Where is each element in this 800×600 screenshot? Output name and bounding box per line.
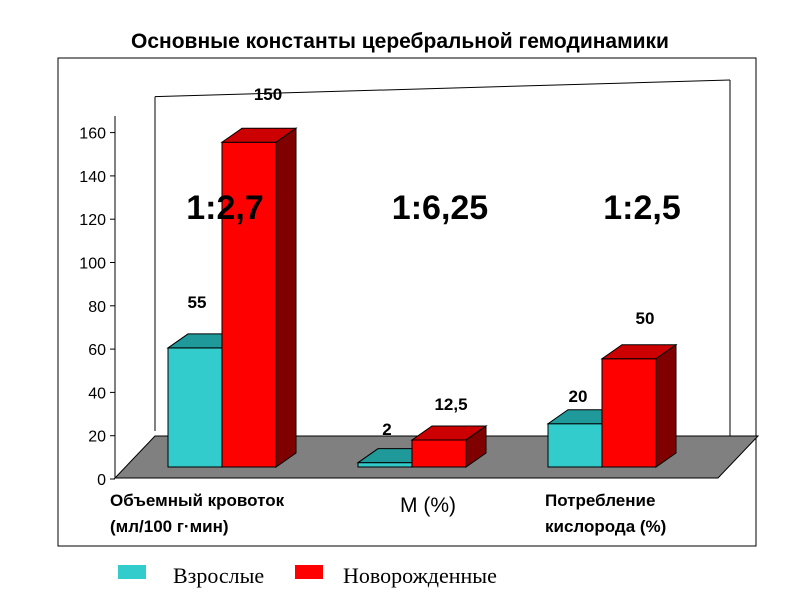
legend-swatch-newborn	[295, 565, 323, 579]
category-label: кислорода (%)	[545, 517, 666, 536]
y-tick-label: 120	[79, 212, 106, 229]
y-tick-label: 20	[88, 429, 106, 446]
chart-frame	[57, 57, 757, 547]
ratio-annotation: 1:2,7	[186, 189, 264, 227]
bar-newborn-side	[655, 343, 677, 468]
bar-adult-face	[167, 347, 223, 468]
bar-adult-face	[547, 423, 603, 468]
legend-label-adult: Взрослые	[173, 563, 264, 588]
ratio-annotation: 1:6,25	[392, 189, 488, 227]
y-tick-label: 80	[88, 299, 106, 316]
data-label-newborn: 150	[254, 85, 282, 104]
chart-title: Основные константы церебральной гемодина…	[131, 30, 669, 53]
category-label: Объемный кровоток	[110, 491, 285, 510]
bar-newborn-face	[601, 358, 657, 468]
bar-newborn-face	[411, 439, 467, 468]
bar-newborn-side	[465, 424, 487, 468]
legend: Взрослые Новорожденные	[118, 563, 497, 588]
bar-newborn-face	[221, 141, 277, 468]
y-tick-label: 160	[79, 126, 106, 143]
data-label-newborn: 50	[636, 309, 655, 328]
y-tick-label: 60	[88, 342, 106, 359]
legend-swatch-adult	[118, 565, 146, 579]
ratio-annotation: 1:2,5	[603, 189, 681, 227]
back-wall-top-edge	[154, 79, 731, 98]
y-tick-label: 140	[79, 169, 106, 186]
y-tick-label: 100	[79, 256, 106, 273]
y-tick-label: 0	[97, 472, 106, 489]
category-label: М (%)	[400, 494, 456, 517]
data-label-adult: 20	[569, 387, 588, 406]
data-label-adult: 2	[382, 420, 391, 439]
legend-label-newborn: Новорожденные	[343, 563, 497, 588]
data-label-newborn: 12,5	[434, 395, 467, 414]
bar-newborn-side	[275, 127, 297, 468]
y-tick-label: 40	[88, 385, 106, 402]
plot-area: 0 20 40 60 80 100 120 140 160 55 150 2 12,5 20 50 1:2,7…	[57, 57, 760, 547]
category-label: Потребление	[545, 491, 655, 510]
category-label: (мл/100 г·мин)	[110, 517, 229, 536]
data-label-adult: 55	[188, 293, 207, 312]
bar-adult-face	[357, 462, 413, 468]
